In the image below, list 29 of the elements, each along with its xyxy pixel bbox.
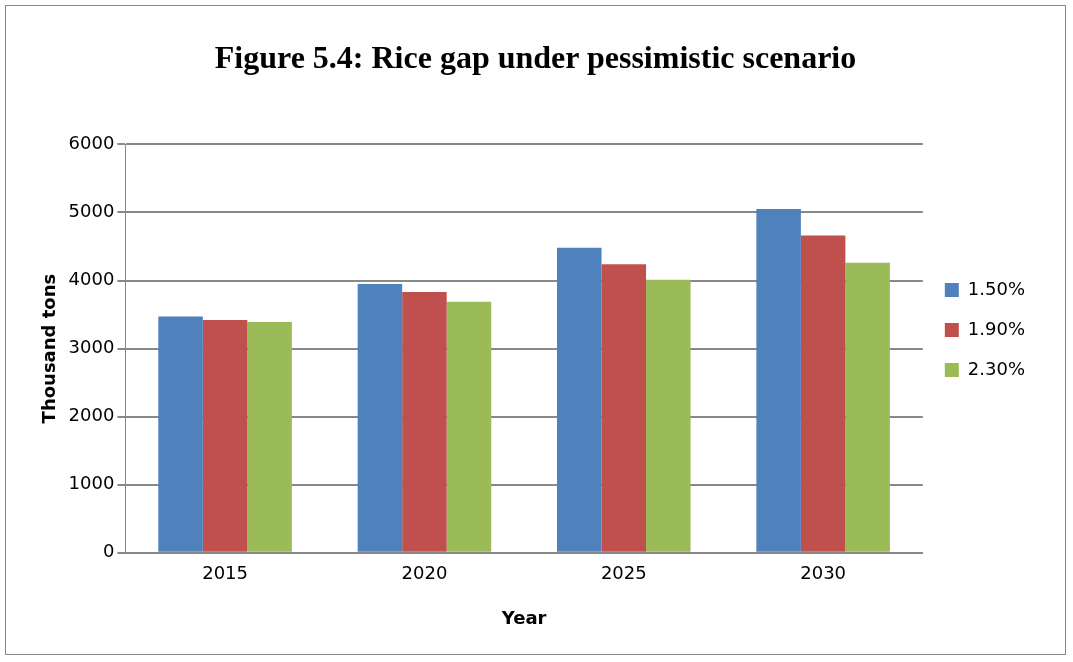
y-tick-label: 3000 xyxy=(68,336,115,358)
legend-label: 2.30% xyxy=(967,357,1026,379)
bar xyxy=(601,264,647,552)
y-tick-label: 0 xyxy=(102,540,115,562)
x-tick-label: 2015 xyxy=(202,562,248,584)
legend-label: 1.90% xyxy=(967,317,1026,339)
bar xyxy=(158,316,203,552)
y-tick-label: 1000 xyxy=(68,472,115,494)
bar xyxy=(446,301,492,552)
y-tick-label: 2000 xyxy=(68,404,115,426)
bar xyxy=(247,322,292,552)
legend-label: 1.50% xyxy=(967,277,1026,299)
bar xyxy=(646,279,691,552)
y-tick-label: 4000 xyxy=(68,268,115,290)
bar xyxy=(202,320,248,552)
x-axis-title: Year xyxy=(500,606,547,628)
bar xyxy=(357,283,403,552)
bar xyxy=(402,292,447,552)
bar xyxy=(845,262,890,552)
y-axis-title: Thousand tons xyxy=(38,273,60,424)
bar xyxy=(557,247,602,552)
bar xyxy=(756,209,801,552)
x-tick-label: 2020 xyxy=(401,562,448,584)
y-tick-label: 6000 xyxy=(68,132,115,154)
x-tick-label: 2025 xyxy=(600,562,647,584)
x-tick-label: 2030 xyxy=(800,562,847,584)
bar xyxy=(800,235,846,552)
y-tick-label: 5000 xyxy=(68,200,115,222)
chart-title: Figure 5.4: Rice gap under pessimistic scenario xyxy=(214,39,857,76)
